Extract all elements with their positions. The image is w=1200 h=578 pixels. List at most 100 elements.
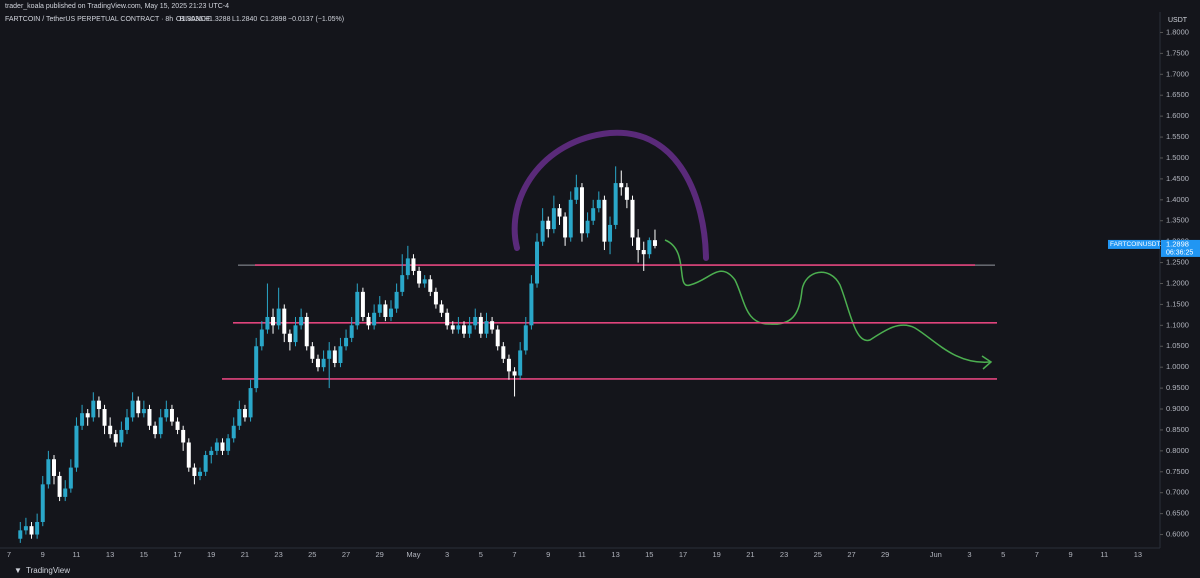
x-tick-label: 11 [73,550,81,559]
y-tick-label: 0.6000 [1166,530,1189,539]
candle-body [119,429,124,443]
candle-body [153,425,158,435]
x-tick-label: 19 [713,550,721,559]
candle-body [158,417,163,435]
candle-body [226,438,231,451]
y-tick-label: 1.6500 [1166,90,1189,99]
ohlc-value: −0.0137 (−1.05%) [288,16,344,23]
candle-body [417,270,422,284]
candle-body [501,346,506,359]
candle-body [563,216,568,238]
x-tick-label: 23 [780,550,788,559]
candle-body [186,442,191,468]
candle-body [596,199,601,209]
y-tick-label: 1.5500 [1166,132,1189,141]
x-tick-label: 9 [41,550,45,559]
y-tick-label: 1.4500 [1166,174,1189,183]
ohlc-value: C1.2898 [260,16,287,23]
candle-body [388,308,393,317]
candle-body [29,526,34,535]
x-tick-label: 9 [1068,550,1072,559]
candle-body [276,308,281,326]
candle-body [529,283,534,326]
candle-body [585,220,590,234]
y-tick-label: 1.2000 [1166,278,1189,287]
candle-body [439,304,444,313]
candle-body [641,250,646,255]
candle-body [147,409,152,426]
brand: TradingView [26,566,70,575]
candle-body [478,316,483,334]
candle-body [57,475,62,497]
candle-body [141,409,146,414]
candle-body [535,241,540,284]
x-tick-label: 7 [1035,550,1039,559]
x-tick-label: 25 [308,550,316,559]
x-tick-label: 23 [274,550,282,559]
candle-body [315,358,320,368]
candle-body [433,291,438,305]
candle-body [579,187,584,234]
candle-body [136,400,141,414]
candle-body [248,388,253,418]
candle-body [574,187,579,200]
candle-body [23,526,28,531]
candle-body [327,350,332,359]
candle-body [63,488,68,497]
candle-body [355,291,360,326]
candle-body [602,199,607,242]
x-tick-label: 27 [342,550,350,559]
candle-body [557,208,562,217]
candle-body [231,425,236,439]
last-price: 1.2898 [1166,239,1189,248]
candle-body [113,434,118,443]
y-tick-label: 0.8500 [1166,425,1189,434]
candle-body [130,400,135,418]
candle-body [445,312,450,326]
y-tick-label: 1.2500 [1166,258,1189,267]
x-tick-label: 13 [106,550,114,559]
candle-body [360,291,365,317]
candle-body [523,325,528,351]
candle-body [35,521,40,535]
y-tick-label: 0.6500 [1166,509,1189,518]
y-tick-label: 0.7000 [1166,488,1189,497]
x-tick-label: 13 [611,550,619,559]
logo-mark: ▼ [14,566,22,575]
candle-body [85,413,90,418]
candle-body [96,400,101,410]
candle-body [540,220,545,242]
y-tick-label: 0.8000 [1166,446,1189,455]
drawn-path [664,239,991,363]
symbol-tag-bg [1108,239,1160,249]
x-tick-label: Jun [930,550,942,559]
y-tick-label: 1.1500 [1166,299,1189,308]
x-tick-label: 13 [1134,550,1142,559]
x-tick-label: 21 [241,550,249,559]
price-tag-bg [1161,239,1200,257]
candle-body [203,455,208,472]
x-tick-label: 11 [578,550,586,559]
candle-body [400,275,405,292]
candle-body [74,425,79,468]
ohlc-value: O1.3036 [176,16,203,23]
candle-body [169,409,174,422]
candle-body [568,199,573,238]
publisher: trader_koala published on TradingView.co… [5,3,229,10]
x-tick-label: 3 [967,550,971,559]
y-tick-label: 1.8000 [1166,27,1189,36]
candle-body [462,325,467,334]
candle-body [405,258,410,276]
candle-body [237,409,242,426]
y-tick-label: 0.9000 [1166,404,1189,413]
candle-body [125,417,130,430]
candle-body [613,183,618,225]
candle-body [102,409,107,426]
candle-body [265,316,270,330]
y-tick-label: 1.6000 [1166,111,1189,120]
x-tick-label: 15 [645,550,653,559]
y-tick-label: 0.9500 [1166,383,1189,392]
